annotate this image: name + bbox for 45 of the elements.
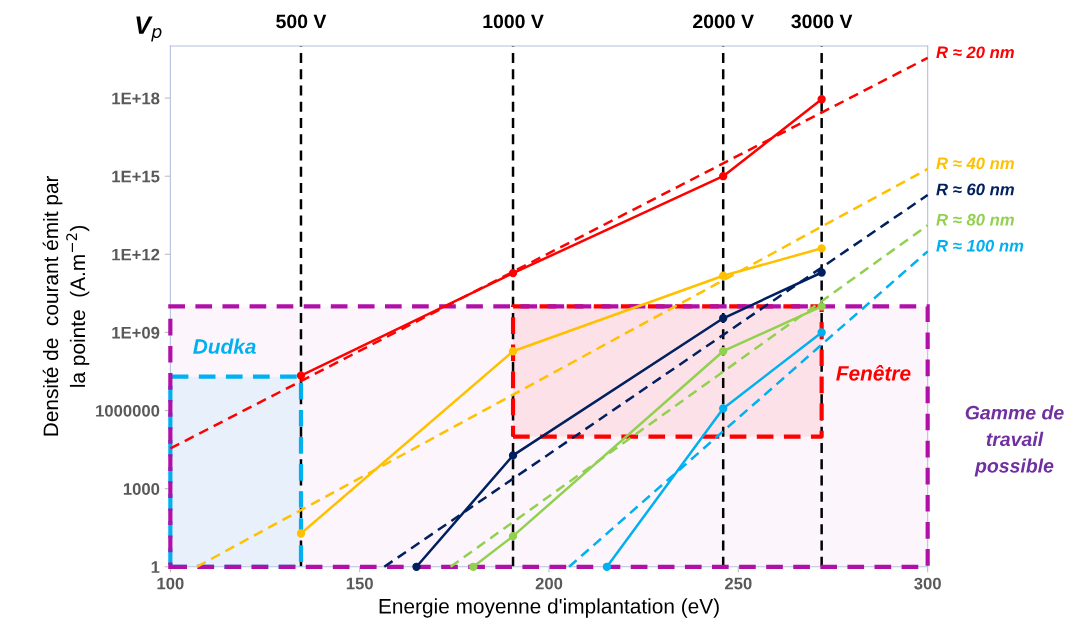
point — [719, 172, 728, 181]
y-tick-label: 1 — [151, 561, 160, 573]
y-tick-label: 1000 — [123, 483, 160, 495]
point — [412, 562, 421, 571]
point — [508, 347, 518, 356]
text: V$_{p}$ — [136, 16, 162, 42]
y-axis-title: Densité de courant émit par la pointe (A.m$^{−2}$) — [42, 175, 90, 436]
ref-line-label: 3000 V — [791, 14, 853, 29]
ref-line-label: 1000 V — [483, 14, 544, 29]
x-tick-label: 250 — [725, 577, 752, 590]
y-tick-label: 1E+15 — [112, 170, 160, 183]
annotation: Fenêtre — [836, 364, 911, 381]
point — [508, 532, 518, 541]
y-tick-label: 1E+12 — [112, 248, 160, 261]
y-tick-label: 1000000 — [96, 404, 160, 417]
x-tick-label: 200 — [535, 577, 563, 590]
series-label: R ≈ 80 nm — [936, 213, 1014, 226]
annotation: Dudka — [193, 338, 256, 354]
point — [296, 529, 306, 538]
y-tick-label: 1E+09 — [112, 326, 160, 339]
point — [817, 244, 826, 253]
point — [817, 95, 826, 104]
point — [817, 268, 826, 277]
point — [719, 314, 728, 323]
x-axis-title: Energie moyenne d'implantation (eV) — [379, 598, 719, 618]
y-tick-label: 1E+18 — [112, 92, 160, 105]
series-label: R ≈ 60 nm — [936, 183, 1014, 196]
ref-line-label: 2000 V — [693, 14, 754, 29]
point — [469, 562, 478, 571]
point — [602, 562, 612, 571]
x-tick-label: 300 — [914, 577, 941, 590]
point — [719, 404, 728, 413]
x-tick-label: 150 — [346, 577, 373, 590]
point — [817, 328, 826, 337]
series-label: R ≈ 20 nm — [936, 46, 1014, 59]
series-label: R ≈ 100 nm — [936, 239, 1024, 252]
x-tick-label: 100 — [157, 577, 184, 590]
point — [719, 347, 728, 356]
point — [719, 271, 728, 280]
point — [508, 451, 518, 460]
series-label: R ≈ 40 nm — [936, 157, 1014, 170]
point — [817, 302, 826, 311]
ref-line-label: 500 V — [276, 14, 327, 29]
point — [296, 371, 306, 380]
band-label: Gamme de travail possible — [965, 405, 1064, 477]
